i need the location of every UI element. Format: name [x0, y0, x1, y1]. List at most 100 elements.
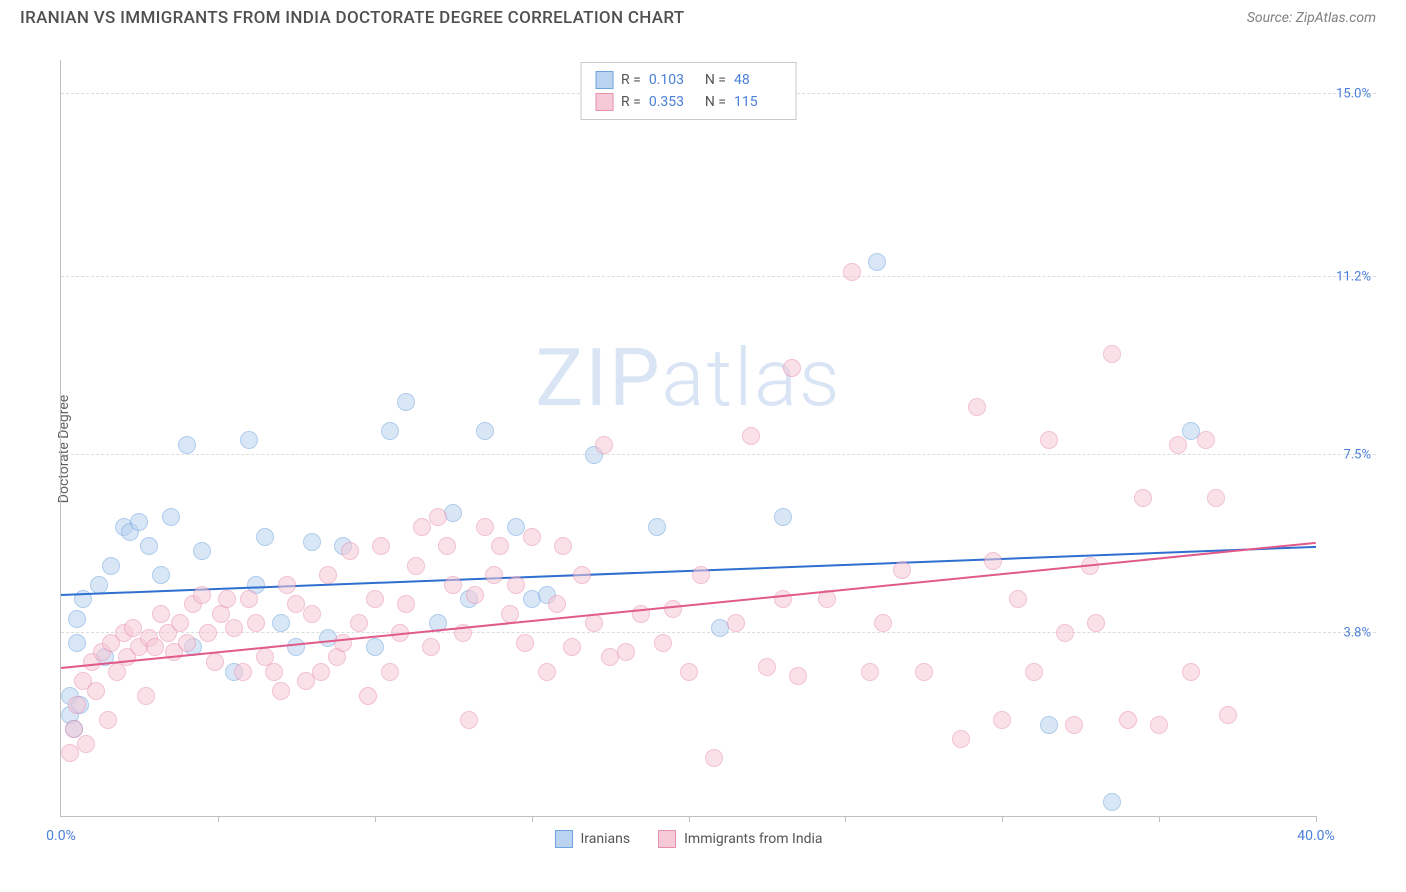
- legend-label: Immigrants from India: [684, 831, 822, 847]
- scatter-point-india: [334, 634, 352, 652]
- scatter-point-india: [171, 614, 189, 632]
- scatter-point-india: [381, 663, 399, 681]
- scatter-point-iranians: [68, 634, 86, 652]
- scatter-point-india: [617, 643, 635, 661]
- scatter-point-india: [1119, 711, 1137, 729]
- scatter-point-india: [152, 605, 170, 623]
- x-tick: [1002, 816, 1003, 822]
- scatter-point-india: [727, 614, 745, 632]
- scatter-point-india: [664, 600, 682, 618]
- scatter-point-india: [225, 619, 243, 637]
- chart-title: IRANIAN VS IMMIGRANTS FROM INDIA DOCTORA…: [20, 8, 684, 28]
- scatter-point-india: [554, 537, 572, 555]
- scatter-point-india: [407, 557, 425, 575]
- scatter-point-india: [206, 653, 224, 671]
- scatter-point-india: [501, 605, 519, 623]
- scatter-point-iranians: [162, 508, 180, 526]
- legend-swatch-icon: [595, 71, 613, 89]
- x-tick: [375, 816, 376, 822]
- scatter-point-iranians: [397, 393, 415, 411]
- scatter-point-iranians: [240, 431, 258, 449]
- scatter-point-india: [460, 711, 478, 729]
- scatter-point-india: [234, 663, 252, 681]
- scatter-point-iranians: [90, 576, 108, 594]
- scatter-point-iranians: [444, 504, 462, 522]
- chart-container: Doctorate Degree ZIPatlas R =0.103N =48R…: [50, 60, 1376, 837]
- scatter-point-india: [397, 595, 415, 613]
- scatter-point-india: [516, 634, 534, 652]
- scatter-point-india: [438, 537, 456, 555]
- legend-swatch-icon: [595, 93, 613, 111]
- scatter-point-india: [178, 634, 196, 652]
- scatter-point-india: [272, 682, 290, 700]
- scatter-point-india: [77, 735, 95, 753]
- scatter-point-india: [705, 749, 723, 767]
- scatter-point-india: [240, 590, 258, 608]
- scatter-point-india: [99, 711, 117, 729]
- legend-swatch-icon: [658, 830, 676, 848]
- scatter-point-india: [563, 638, 581, 656]
- scatter-point-india: [874, 614, 892, 632]
- plot-area: ZIPatlas R =0.103N =48R =0.353N =115 Ira…: [60, 60, 1316, 817]
- scatter-point-iranians: [193, 542, 211, 560]
- y-tick-label: 3.8%: [1343, 626, 1371, 641]
- scatter-point-india: [146, 638, 164, 656]
- scatter-point-india: [247, 614, 265, 632]
- x-tick: [218, 816, 219, 822]
- scatter-point-iranians: [476, 422, 494, 440]
- scatter-point-india: [680, 663, 698, 681]
- scatter-point-india: [1009, 590, 1027, 608]
- scatter-point-india: [68, 696, 86, 714]
- scatter-point-india: [1134, 489, 1152, 507]
- scatter-point-india: [312, 663, 330, 681]
- scatter-point-iranians: [1103, 793, 1121, 811]
- scatter-point-india: [968, 398, 986, 416]
- stats-row-iranians: R =0.103N =48: [595, 69, 782, 91]
- scatter-point-india: [137, 687, 155, 705]
- scatter-point-india: [476, 518, 494, 536]
- scatter-point-india: [915, 663, 933, 681]
- source-attribution: Source: ZipAtlas.com: [1247, 10, 1376, 26]
- scatter-point-india: [429, 508, 447, 526]
- scatter-point-iranians: [648, 518, 666, 536]
- scatter-point-iranians: [140, 537, 158, 555]
- scatter-point-india: [1169, 436, 1187, 454]
- scatter-point-india: [61, 744, 79, 762]
- scatter-point-india: [1207, 489, 1225, 507]
- gridline: [61, 276, 1376, 277]
- scatter-point-india: [1150, 716, 1168, 734]
- scatter-point-india: [585, 614, 603, 632]
- scatter-point-india: [993, 711, 1011, 729]
- scatter-point-india: [303, 605, 321, 623]
- scatter-point-india: [548, 595, 566, 613]
- scatter-point-iranians: [303, 533, 321, 551]
- legend-label: Iranians: [581, 831, 631, 847]
- scatter-point-iranians: [256, 528, 274, 546]
- scatter-point-india: [297, 672, 315, 690]
- stats-row-india: R =0.353N =115: [595, 91, 782, 113]
- legend-item-iranians: Iranians: [555, 830, 631, 848]
- scatter-point-india: [1197, 431, 1215, 449]
- scatter-point-india: [1103, 345, 1121, 363]
- legend-item-india: Immigrants from India: [658, 830, 822, 848]
- scatter-point-india: [372, 537, 390, 555]
- scatter-point-iranians: [102, 557, 120, 575]
- scatter-point-india: [1087, 614, 1105, 632]
- scatter-point-india: [692, 566, 710, 584]
- scatter-point-iranians: [774, 508, 792, 526]
- x-tick: [1316, 816, 1317, 822]
- scatter-point-india: [491, 537, 509, 555]
- scatter-point-india: [265, 663, 283, 681]
- scatter-point-india: [1040, 431, 1058, 449]
- y-tick-label: 7.5%: [1343, 447, 1371, 462]
- scatter-point-india: [1182, 663, 1200, 681]
- scatter-point-india: [595, 436, 613, 454]
- scatter-point-india: [1065, 716, 1083, 734]
- x-tick-label: 40.0%: [1297, 828, 1335, 844]
- scatter-point-india: [319, 566, 337, 584]
- scatter-point-iranians: [868, 253, 886, 271]
- scatter-point-india: [1219, 706, 1237, 724]
- scatter-point-india: [485, 566, 503, 584]
- x-tick: [689, 816, 690, 822]
- scatter-point-india: [359, 687, 377, 705]
